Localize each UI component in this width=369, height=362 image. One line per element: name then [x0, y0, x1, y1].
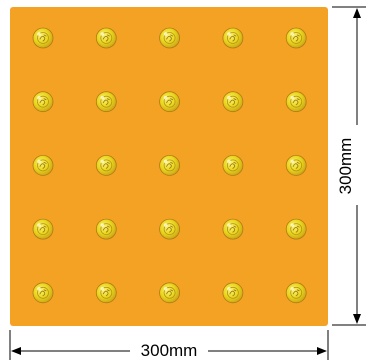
- tactile-dot: [285, 218, 307, 240]
- height-arrow-bottom: [353, 314, 361, 324]
- height-arrow-top: [353, 8, 361, 18]
- width-arrow-left: [11, 347, 21, 355]
- tactile-dot: [32, 282, 54, 304]
- tactile-dot: [222, 27, 244, 49]
- tactile-dot: [32, 218, 54, 240]
- tactile-dot: [32, 154, 54, 176]
- tactile-dot: [95, 91, 117, 113]
- width-label: 300mm: [141, 341, 198, 360]
- height-label: 300mm: [336, 138, 355, 195]
- tactile-dot: [285, 91, 307, 113]
- tactile-dot: [159, 154, 181, 176]
- tactile-dot: [95, 218, 117, 240]
- tactile-dot: [159, 27, 181, 49]
- height-dimension: 300mm: [332, 6, 366, 326]
- tactile-dot: [159, 218, 181, 240]
- tactile-dot: [32, 27, 54, 49]
- tactile-dot: [222, 282, 244, 304]
- tactile-dot: [32, 91, 54, 113]
- tactile-dot: [222, 154, 244, 176]
- tactile-dot: [285, 27, 307, 49]
- width-dimension: 300mm: [9, 330, 329, 360]
- width-arrow-right: [317, 347, 327, 355]
- tactile-dot: [285, 282, 307, 304]
- tactile-dot: [285, 154, 307, 176]
- tactile-dot: [159, 91, 181, 113]
- tactile-dot: [222, 91, 244, 113]
- dot-grid: [32, 27, 307, 304]
- tactile-dot: [159, 282, 181, 304]
- tactile-dot: [95, 282, 117, 304]
- tactile-dot: [95, 27, 117, 49]
- tactile-dot: [95, 154, 117, 176]
- tactile-dot: [222, 218, 244, 240]
